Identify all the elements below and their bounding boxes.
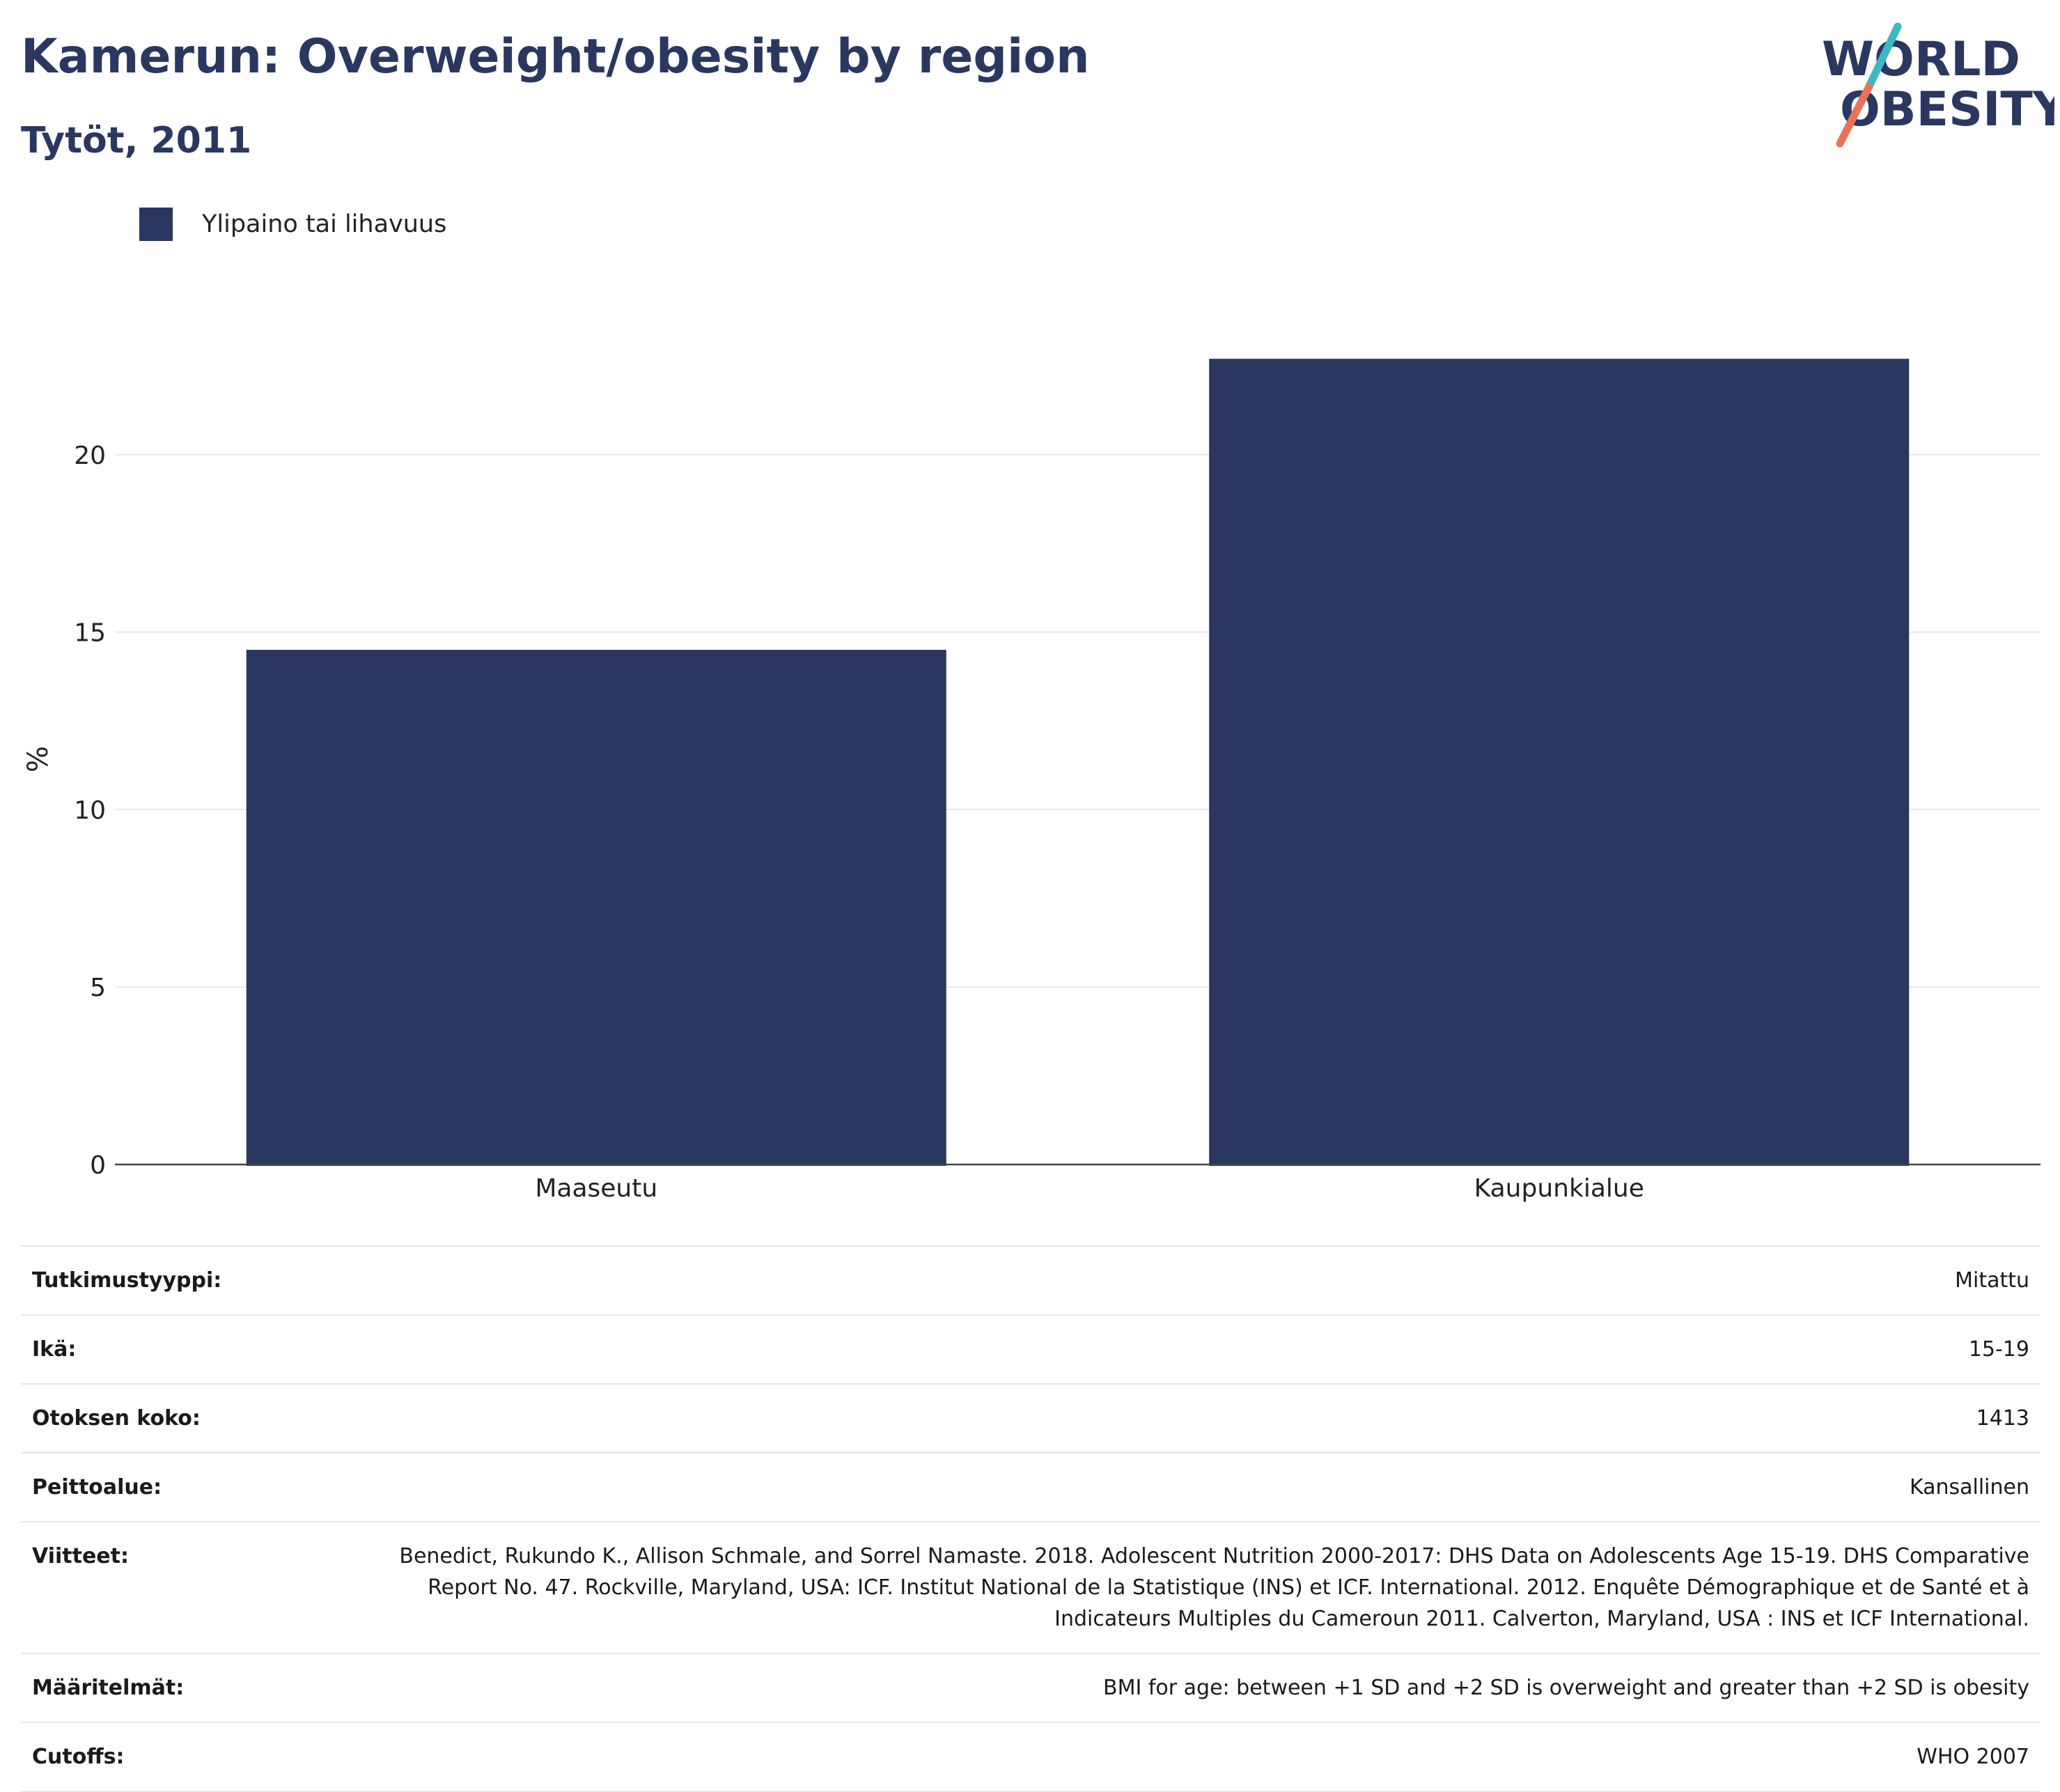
y-tick-labels: 0 5 10 15 20 — [74, 442, 106, 1180]
metadata-value: Mitattu — [1955, 1268, 2029, 1293]
y-tick-label-10: 10 — [74, 796, 106, 825]
metadata-row: Ikä: 15-19 — [21, 1315, 2041, 1384]
bar-chart: 0 5 10 15 20 Maaseutu Kaupunkialue % — [22, 359, 2041, 1203]
bar-maaseutu[interactable] — [246, 650, 946, 1166]
metadata-value: 1413 — [1976, 1406, 2029, 1431]
x-tick-label-maaseutu: Maaseutu — [535, 1174, 657, 1203]
legend: Ylipaino tai lihavuus — [139, 208, 446, 241]
metadata-value: Benedict, Rukundo K., Allison Schmale, a… — [399, 1544, 2029, 1631]
y-tick-label-5: 5 — [90, 974, 106, 1002]
x-tick-label-kaupunkialue: Kaupunkialue — [1474, 1174, 1644, 1203]
metadata-value: BMI for age: between +1 SD and +2 SD is … — [1103, 1676, 2029, 1700]
metadata-row: Tutkimustyyppi: Mitattu — [21, 1246, 2041, 1315]
y-tick-label-15: 15 — [74, 619, 106, 648]
metadata-row: Peittoalue: Kansallinen — [21, 1453, 2041, 1522]
legend-swatch — [139, 208, 173, 241]
y-axis-title: % — [22, 746, 54, 772]
metadata-row: Otoksen koko: 1413 — [21, 1384, 2041, 1453]
y-tick-label-0: 0 — [90, 1151, 106, 1180]
metadata-row: Cutoffs: WHO 2007 — [21, 1722, 2041, 1791]
legend-label: Ylipaino tai lihavuus — [202, 210, 447, 238]
logo-slash-bottom-icon — [1836, 82, 1873, 148]
logo-slash-top-icon — [1865, 22, 1902, 91]
y-tick-label-20: 20 — [74, 442, 106, 470]
bars — [246, 359, 1910, 1166]
metadata-value: 15-19 — [1968, 1337, 2029, 1362]
world-obesity-logo: WORLD OBESITY — [1822, 22, 2054, 148]
x-tick-labels: Maaseutu Kaupunkialue — [535, 1174, 1644, 1203]
metadata-table: Tutkimustyyppi: Mitattu Ikä: 15-19 Otoksen k… — [21, 1245, 2041, 1792]
chart-subtitle: Tytöt, 2011 — [21, 120, 252, 162]
metadata-key: Cutoffs: — [32, 1745, 125, 1769]
metadata-row: Viitteet: Benedict, Rukundo K., Allison S… — [21, 1522, 2041, 1653]
bar-kaupunkialue[interactable] — [1209, 359, 1910, 1166]
metadata-key: Ikä: — [32, 1337, 77, 1362]
metadata-value: WHO 2007 — [1917, 1745, 2029, 1769]
metadata-key: Otoksen koko: — [32, 1406, 201, 1431]
metadata-key: Määritelmät: — [32, 1676, 185, 1700]
metadata-key: Viitteet: — [32, 1544, 129, 1568]
metadata-key: Peittoalue: — [32, 1475, 162, 1499]
logo-word-1: WORLD — [1822, 32, 2020, 87]
chart-title: Kamerun: Overweight/obesity by region — [21, 29, 1090, 84]
metadata-key: Tutkimustyyppi: — [32, 1268, 222, 1293]
metadata-row: Määritelmät: BMI for age: between +1 SD a… — [21, 1653, 2041, 1722]
metadata-value: Kansallinen — [1909, 1475, 2029, 1499]
logo-word-2: OBESITY — [1840, 82, 2054, 137]
